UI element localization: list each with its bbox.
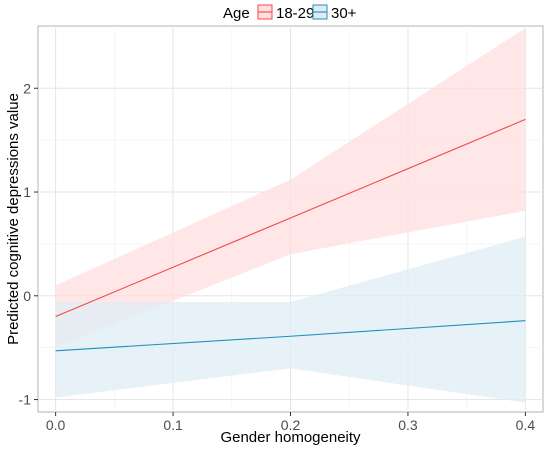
- series-line-18-29: [55, 118, 526, 318]
- series-lines: [55, 118, 526, 352]
- y-tick-label: 2: [23, 80, 31, 96]
- legend-label-30+: 30+: [331, 5, 357, 22]
- legend-title: Age: [223, 5, 250, 22]
- x-tick-label: 0.4: [516, 417, 536, 433]
- x-tick-label: 0.1: [163, 417, 183, 433]
- y-tick-label: 1: [23, 184, 31, 200]
- legend: Age 18-29 30+: [223, 4, 357, 22]
- y-axis-title: Predicted cognitive depressions value: [5, 93, 22, 345]
- y-tick-label: 0: [23, 288, 31, 304]
- x-tick-label: 0.3: [398, 417, 418, 433]
- legend-label-18-29: 18-29: [276, 5, 314, 22]
- confidence-band-30+: [55, 236, 526, 403]
- y-tick-label: -1: [19, 392, 32, 408]
- axes: 0.0 0.1 0.2 0.3 0.4 -1 0 1 2: [19, 80, 536, 433]
- x-axis-title: Gender homogeneity: [220, 429, 361, 446]
- series-line-30+: [55, 320, 526, 352]
- x-tick-label: 0.2: [281, 417, 301, 433]
- x-tick-label: 0.0: [46, 417, 66, 433]
